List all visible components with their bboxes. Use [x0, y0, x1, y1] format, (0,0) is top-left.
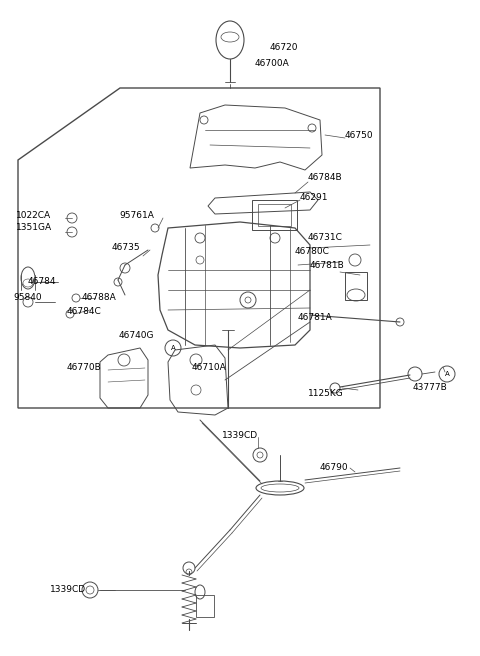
Text: 1339CD: 1339CD [222, 430, 258, 440]
Text: A: A [170, 345, 175, 351]
Text: 46788A: 46788A [82, 293, 117, 302]
Bar [252, 200, 297, 230]
Text: 1125KG: 1125KG [308, 390, 344, 398]
Text: 46750: 46750 [345, 131, 373, 140]
Text: 46784B: 46784B [308, 173, 343, 182]
Text: 46780C: 46780C [295, 247, 330, 256]
Text: 46784C: 46784C [67, 308, 102, 316]
Text: 46770B: 46770B [67, 363, 102, 373]
Text: A: A [444, 371, 449, 377]
Text: 46735: 46735 [112, 243, 141, 253]
Text: 95840: 95840 [13, 293, 42, 302]
Text: 46781A: 46781A [298, 314, 333, 323]
Text: 46790: 46790 [320, 464, 348, 472]
Text: 1351GA: 1351GA [16, 224, 52, 232]
Text: 46291: 46291 [300, 192, 328, 201]
Text: 1022CA: 1022CA [16, 211, 51, 220]
Text: 46720: 46720 [270, 43, 299, 52]
Bar [258, 204, 291, 226]
Text: 95761A: 95761A [119, 211, 154, 220]
Text: 1339CD: 1339CD [50, 584, 86, 594]
Text: 46740G: 46740G [119, 331, 155, 340]
Text: 46710A: 46710A [192, 363, 227, 373]
Text: 46781B: 46781B [310, 260, 345, 270]
Text: 46731C: 46731C [308, 234, 343, 243]
Bar [345, 272, 367, 300]
Text: 43777B: 43777B [413, 384, 448, 392]
Text: 46700A: 46700A [255, 58, 290, 68]
Text: 46784: 46784 [28, 277, 57, 287]
Bar [196, 595, 214, 617]
